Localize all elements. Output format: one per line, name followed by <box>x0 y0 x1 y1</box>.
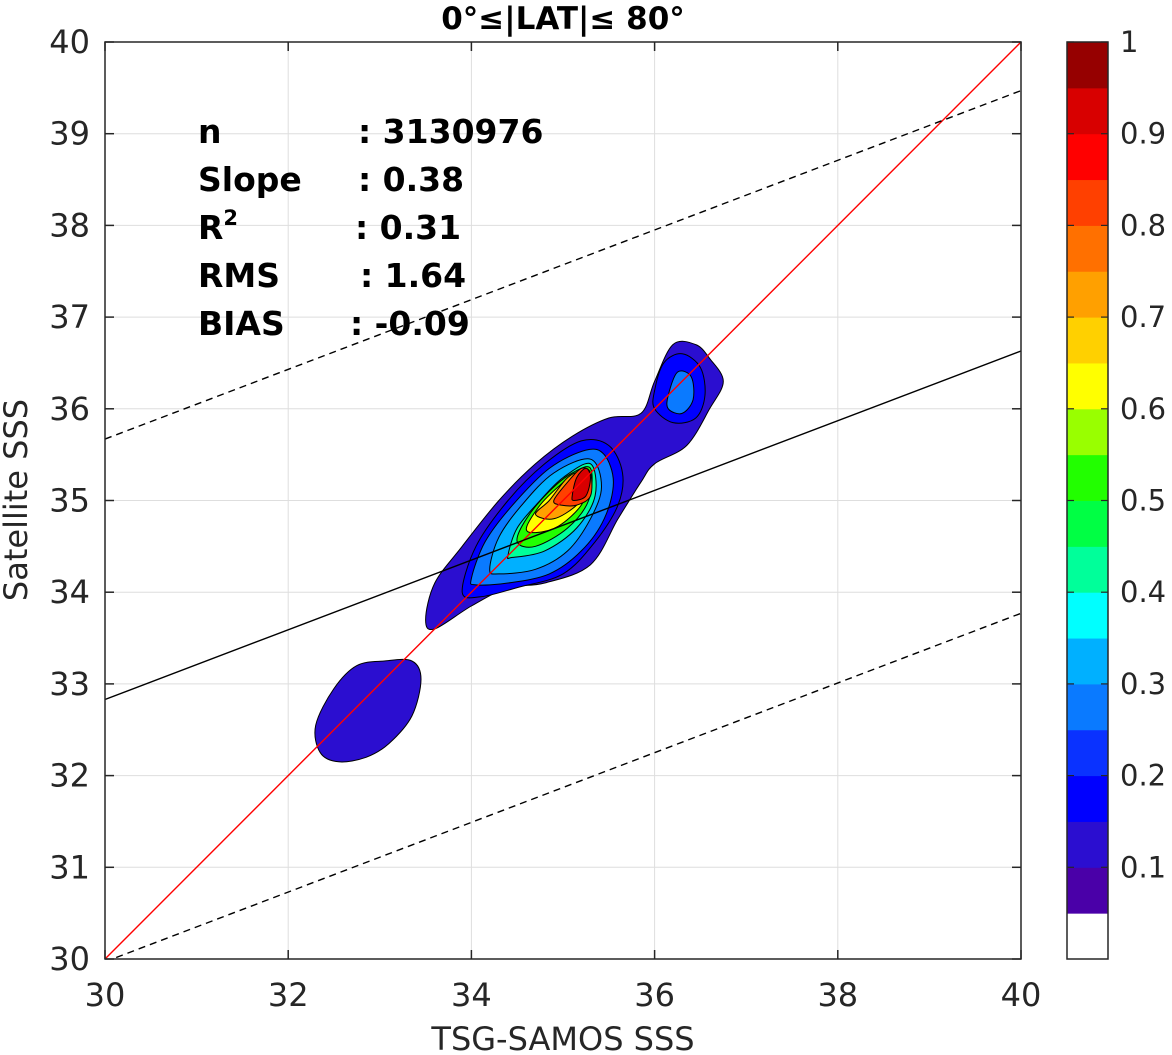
colorbar-segment-13 <box>1067 317 1108 364</box>
colorbar-segment-4 <box>1067 729 1108 777</box>
colorbar-segment-15 <box>1067 225 1108 272</box>
colorbar-segment-0 <box>1067 913 1108 960</box>
density-contours <box>314 340 724 763</box>
x-tick-label-3: 36 <box>634 976 675 1014</box>
grid <box>104 41 1022 960</box>
reference-lines <box>105 42 1021 959</box>
y-tick-label-1: 31 <box>49 848 90 886</box>
y-tick-label-5: 35 <box>49 482 90 520</box>
colorbar-segment-2 <box>1067 821 1108 868</box>
identity-line <box>105 42 1021 959</box>
y-tick-label-0: 30 <box>49 940 90 978</box>
colorbar-segment-3 <box>1067 775 1108 822</box>
contour-level-1-region-0 <box>571 467 592 502</box>
stat-label-slope: Slope <box>198 160 302 199</box>
y-axis-label: Satellite SSS <box>0 399 35 601</box>
colorbar-tick-label-6: 0.7 <box>1120 300 1166 334</box>
colorbar-tick-label-0: 0.1 <box>1120 850 1166 884</box>
colorbar-segment-19 <box>1067 42 1108 89</box>
stat-value-bias: : -0.09 <box>350 304 470 343</box>
chart-title: 0°≤|LAT|≤ 80° <box>441 1 685 37</box>
colorbar-tick-label-7: 0.8 <box>1120 208 1166 242</box>
colorbar-segment-11 <box>1067 408 1108 456</box>
x-axis-label: TSG-SAMOS SSS <box>430 1020 694 1055</box>
colorbar-segment-8 <box>1067 546 1108 593</box>
colorbar-tick-label-2: 0.3 <box>1120 667 1166 701</box>
y-tick-label-7: 37 <box>49 298 90 336</box>
stat-value-rms: : 1.64 <box>360 256 466 295</box>
colorbar-tick-label-8: 0.9 <box>1120 117 1166 151</box>
contour-level-0.3-region-1 <box>666 370 695 415</box>
colorbar-segment-9 <box>1067 500 1108 547</box>
colorbar-segment-18 <box>1067 87 1108 135</box>
colorbar-segment-7 <box>1067 592 1108 639</box>
colorbar-tick-label-5: 0.6 <box>1120 392 1166 426</box>
stat-label-n: n <box>198 112 222 151</box>
x-tick-label-0: 30 <box>85 976 126 1014</box>
x-tick-label-5: 40 <box>1001 976 1042 1014</box>
contour-level-0.1-region-1 <box>314 658 422 763</box>
y-tick-label-9: 39 <box>49 115 90 153</box>
y-tick-label-10: 40 <box>49 23 90 61</box>
stat-label-rms: RMS <box>198 256 280 295</box>
y-tick-label-3: 33 <box>49 665 90 703</box>
colorbar-segment-14 <box>1067 271 1108 318</box>
y-tick-label-4: 34 <box>49 573 90 611</box>
colorbar-segment-10 <box>1067 454 1108 501</box>
colorbar-segment-6 <box>1067 638 1108 685</box>
lower_bound-line <box>110 612 1021 959</box>
y-tick-label-2: 32 <box>49 757 90 795</box>
y-tick-label-6: 36 <box>49 390 90 428</box>
colorbar-segment-17 <box>1067 133 1108 181</box>
upper_bound-line <box>105 89 1021 440</box>
x-tick-label-1: 32 <box>268 976 309 1014</box>
colorbar-tick-label-1: 0.2 <box>1120 759 1166 793</box>
colorbar-segment-1 <box>1067 867 1108 914</box>
colorbar-segment-5 <box>1067 683 1108 731</box>
stat-value-n: : 3130976 <box>358 112 543 151</box>
stat-label-bias: BIAS <box>198 304 285 343</box>
colorbar-tick-label-3: 0.4 <box>1120 575 1166 609</box>
colorbar-segment-16 <box>1067 179 1108 226</box>
y-tick-label-8: 38 <box>49 206 90 244</box>
axes: 30 32 34 36 38 40 30 31 32 33 34 35 36 37 38 39 40 <box>49 23 1041 1014</box>
colorbar-tick-label-4: 0.5 <box>1120 484 1166 518</box>
stat-value-slope: : 0.38 <box>358 160 464 199</box>
x-tick-label-4: 38 <box>817 976 858 1014</box>
colorbar-segment-12 <box>1067 362 1108 410</box>
regression-line <box>105 350 1021 701</box>
stat-value-r: : 0.31 <box>355 208 461 247</box>
colorbar: 0.1 0.2 0.3 0.4 0.5 0.6 0.7 0.8 0.9 1 <box>1066 25 1166 960</box>
colorbar-tick-label-9: 1 <box>1120 25 1138 59</box>
x-tick-label-2: 34 <box>451 976 492 1014</box>
